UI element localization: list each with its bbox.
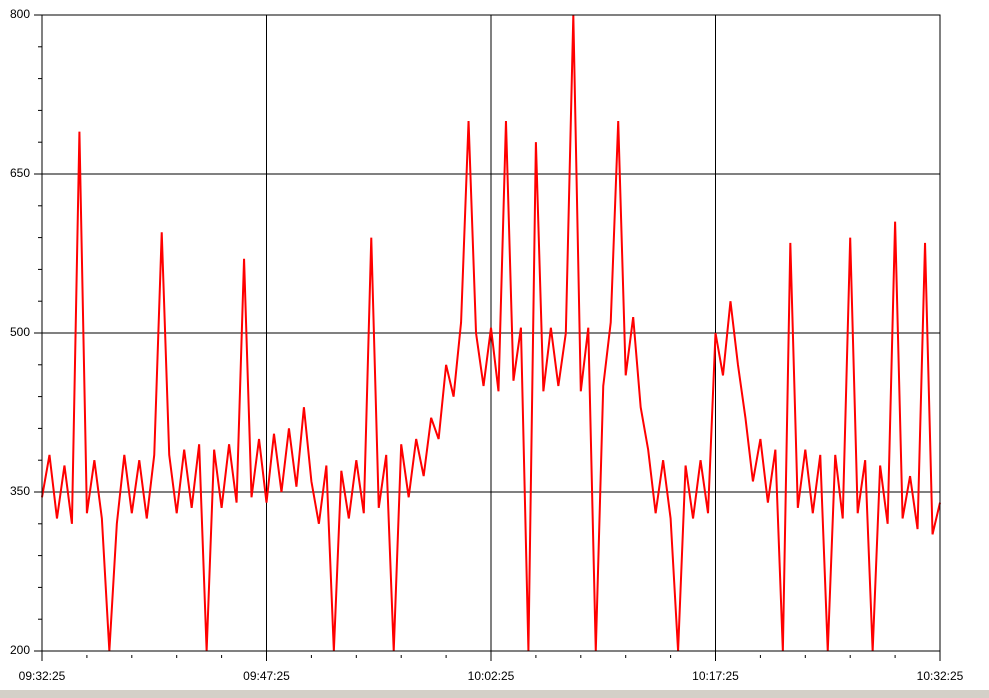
x-tick-label: 09:47:25 [243, 669, 290, 683]
y-tick-label: 350 [10, 484, 30, 498]
y-tick-label: 500 [10, 325, 30, 339]
x-tick-label: 10:32:25 [917, 669, 964, 683]
x-tick-label: 10:02:25 [468, 669, 515, 683]
y-tick-label: 800 [10, 7, 30, 21]
data-line [41, 14, 941, 652]
y-tick-label: 200 [10, 643, 30, 657]
x-tick-label: 09:32:25 [19, 669, 66, 683]
window-strip [0, 690, 989, 698]
plot-border [41, 14, 941, 652]
y-tick-label: 650 [10, 166, 30, 180]
x-tick-label: 10:17:25 [692, 669, 739, 683]
